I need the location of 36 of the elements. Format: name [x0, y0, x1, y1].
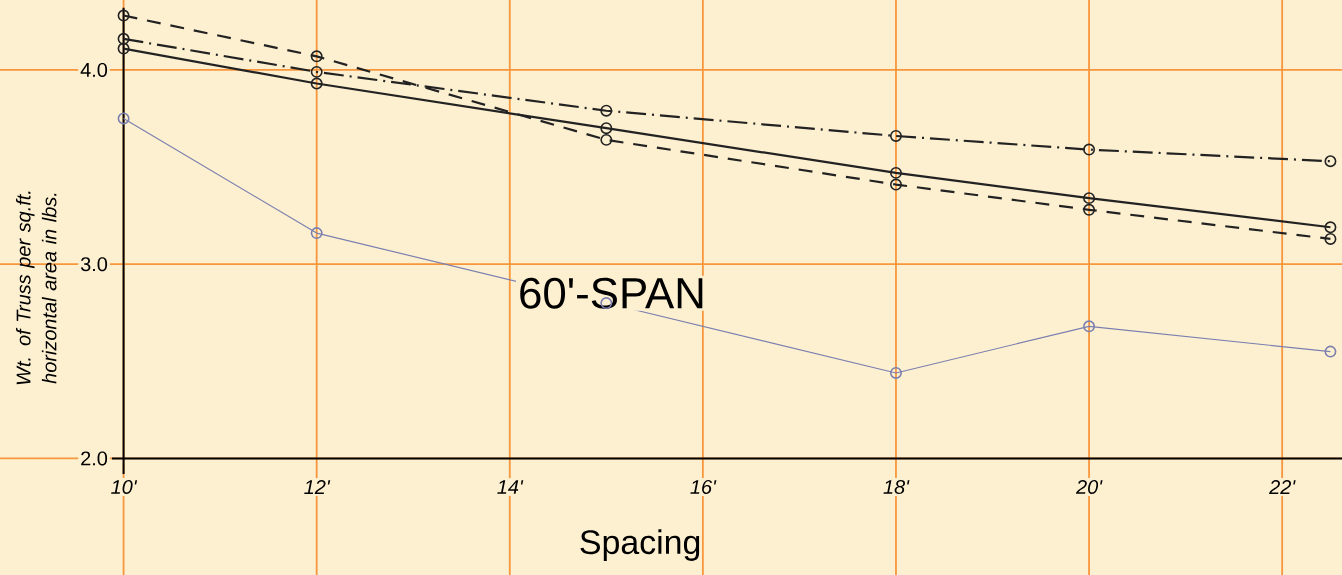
- point: [889, 166, 902, 179]
- point: [1083, 143, 1096, 156]
- annotation: 60'-SPAN: [520, 277, 703, 309]
- point: [117, 9, 130, 22]
- y-tick-label: 2.0: [81, 451, 108, 466]
- point: [600, 104, 613, 117]
- x-tick-label: 22': [1269, 480, 1296, 494]
- point: [1324, 232, 1337, 245]
- y-tick-label: 4.0: [80, 62, 108, 77]
- point: [310, 227, 323, 240]
- point: [889, 178, 902, 191]
- x-tick-label: 14': [497, 480, 524, 494]
- point: [889, 129, 902, 142]
- point: [889, 366, 902, 379]
- point: [1324, 155, 1337, 168]
- point: [1083, 192, 1096, 205]
- x-tick-label: 20': [1075, 479, 1103, 495]
- x-tick-label: 16': [690, 479, 717, 495]
- point: [310, 77, 323, 90]
- x-tick-label: 10': [111, 479, 138, 495]
- x-axis-title: Spacing: [580, 529, 700, 561]
- point: [1324, 345, 1337, 358]
- point: [117, 112, 130, 125]
- x-tick-label: 18': [883, 479, 910, 495]
- point: [117, 42, 130, 55]
- point: [310, 65, 323, 78]
- point: [117, 32, 130, 45]
- point: [600, 122, 613, 135]
- point: [1083, 320, 1096, 333]
- y-axis-title: Wt. of Truss per sq.ft. horizontal area in lbs.: [15, 191, 57, 385]
- point: [310, 50, 323, 63]
- y-tick-label: 3.0: [80, 257, 108, 272]
- point: [600, 133, 613, 146]
- x-tick-label: 12': [304, 480, 331, 494]
- point: [1083, 203, 1096, 216]
- point: [1324, 221, 1337, 234]
